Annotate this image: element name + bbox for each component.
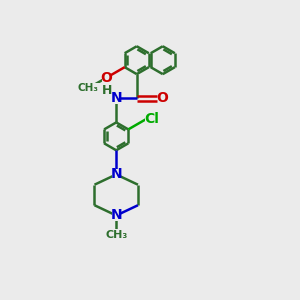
Bar: [112, 93, 120, 104]
Bar: [145, 113, 158, 125]
Text: O: O: [157, 91, 169, 105]
Bar: [102, 72, 110, 84]
Bar: [158, 93, 167, 104]
Bar: [107, 229, 126, 240]
Text: CH₃: CH₃: [105, 230, 128, 240]
Text: O: O: [100, 71, 112, 85]
Text: H: H: [102, 83, 112, 97]
Bar: [79, 83, 98, 94]
Text: N: N: [110, 91, 122, 105]
Bar: [112, 210, 120, 221]
Bar: [67, 83, 106, 94]
Text: N: N: [110, 167, 122, 182]
Bar: [103, 84, 111, 96]
Bar: [112, 169, 120, 180]
Text: CH₃: CH₃: [78, 83, 99, 93]
Text: N: N: [110, 208, 122, 223]
Text: Cl: Cl: [144, 112, 159, 126]
